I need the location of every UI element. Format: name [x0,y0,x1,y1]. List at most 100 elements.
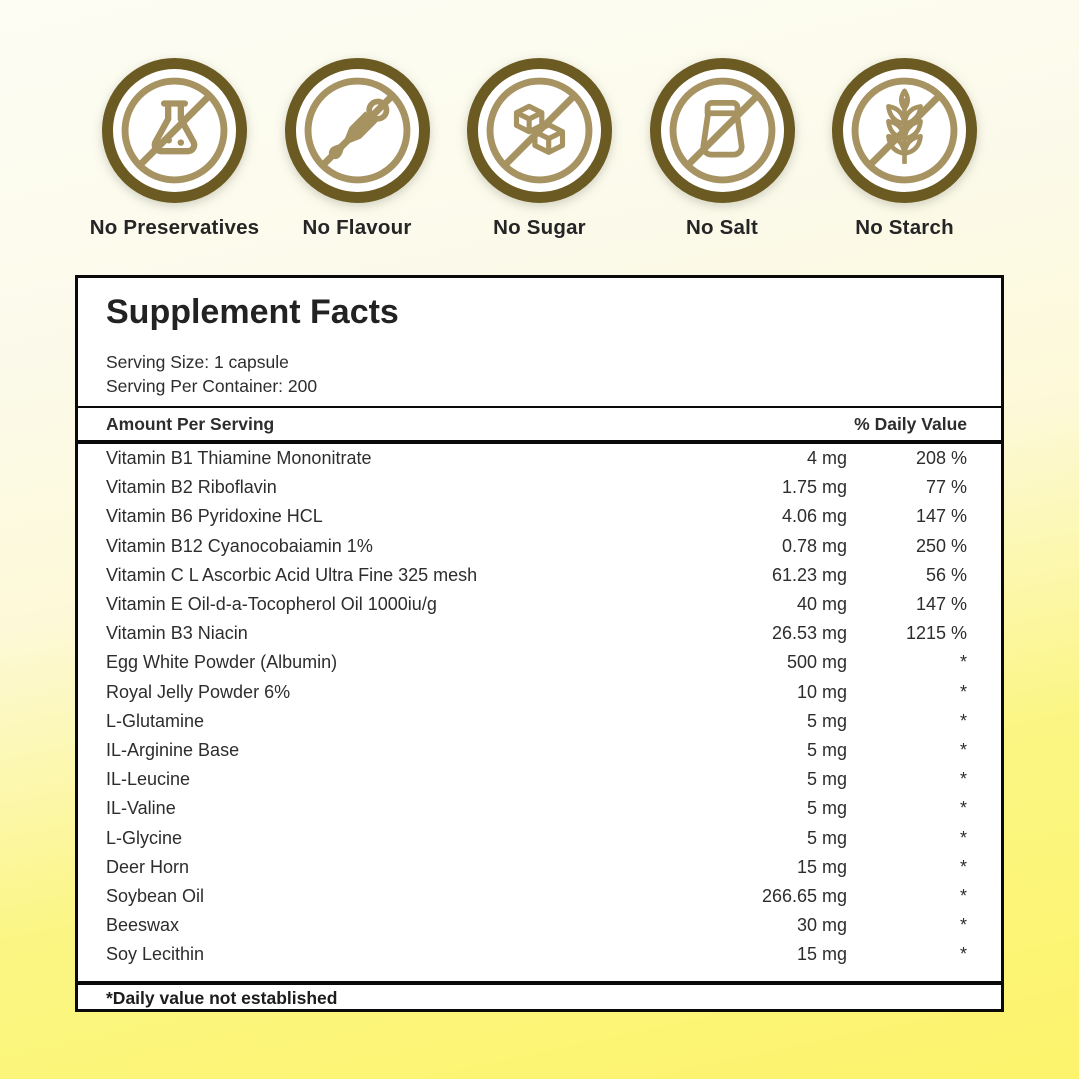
ingredient-name: IL-Valine [106,798,176,819]
ingredient-name: Vitamin C L Ascorbic Acid Ultra Fine 325… [106,564,478,585]
supplement-rows: Vitamin B1 Thiamine Mononitrate 4 mg 208 %… [78,444,1001,969]
table-row: Vitamin B3 Niacin 26.53 mg 1215 % [78,619,1001,648]
badge-no-salt: No Salt [631,58,813,240]
table-row: L-Glycine 5 mg * [78,823,1001,852]
ingredient-name: Vitamin B2 Riboflavin [106,477,277,498]
ingredient-name: Vitamin B3 Niacin [106,623,248,644]
table-row: Vitamin B12 Cyanocobaiamin 1% 0.78 mg 250 … [78,532,1001,561]
table-row: Royal Jelly Powder 6% 10 mg * [78,678,1001,707]
badge-label: No Preservatives [89,216,260,239]
table-row: Vitamin B1 Thiamine Mononitrate 4 mg 208 % [78,444,1001,473]
ingredient-daily-value: 147 % [915,594,967,615]
table-row: Vitamin B2 Riboflavin 1.75 mg 77 % [78,473,1001,502]
ingredient-amount: 61.23 mg [771,564,847,585]
table-row: Deer Horn 15 mg * [78,853,1001,882]
ingredient-amount: 4 mg [806,448,847,469]
table-row: Egg White Powder (Albumin) 500 mg * [78,648,1001,677]
wheat-icon [832,58,977,203]
ingredient-amount: 10 mg [796,681,847,702]
ingredient-daily-value: 208 % [915,448,967,469]
dropper-icon [284,58,430,203]
serving-size: Serving Size: 1 capsule [106,352,289,372]
ingredient-name: Egg White Powder (Albumin) [106,652,338,673]
table-row: Soybean Oil 266.65 mg * [78,882,1001,911]
ingredient-amount: 4.06 mg [781,506,847,527]
badge-no-preservatives: No Preservatives [84,58,266,240]
ingredient-amount: 5 mg [806,798,847,819]
ingredient-amount: 0.78 mg [781,535,847,556]
badge-label: No Salt [685,216,759,239]
badge-label: No Starch [855,216,954,239]
ingredient-amount: 5 mg [806,710,847,731]
ingredient-amount: 5 mg [806,769,847,790]
divider-thick-bottom [78,981,1001,986]
table-header: Amount Per Serving % Daily Value [78,408,1001,440]
panel-title: Supplement Facts [106,293,399,331]
ingredient-daily-value: * [959,827,967,848]
ingredient-amount: 500 mg [786,652,847,673]
table-row: IL-Leucine 5 mg * [78,765,1001,794]
sugar-cubes-icon [467,58,612,203]
ingredient-daily-value: * [959,652,967,673]
ingredient-daily-value: * [959,798,967,819]
ingredient-daily-value: * [959,944,967,965]
divider-thick-top [78,440,1001,444]
serving-per-container: Serving Per Container: 200 [106,376,318,396]
supplement-facts-panel: Supplement Facts Serving Size: 1 capsule… [75,275,1004,1012]
ingredient-daily-value: 250 % [915,535,967,556]
ingredient-daily-value: 77 % [925,477,967,498]
ingredient-amount: 30 mg [796,915,847,936]
ingredient-name: Vitamin B6 Pyridoxine HCL [106,506,323,527]
ingredient-name: Deer Horn [106,856,190,877]
ingredient-amount: 40 mg [796,594,847,615]
table-row: Soy Lecithin 15 mg * [78,940,1001,969]
table-row: Vitamin E Oil-d-a-Tocopherol Oil 1000iu/… [78,590,1001,619]
ingredient-name: Vitamin E Oil-d-a-Tocopherol Oil 1000iu/… [106,594,437,615]
ingredient-amount: 1.75 mg [781,477,847,498]
flask-icon [102,58,247,203]
table-row: L-Glutamine 5 mg * [78,707,1001,736]
divider-thin [78,406,1001,408]
ingredient-daily-value: * [959,915,967,936]
serving-info: Serving Size: 1 capsule Serving Per Cont… [106,350,973,398]
ingredient-name: Soy Lecithin [106,944,205,965]
ingredient-daily-value: * [959,739,967,760]
amount-per-serving-header: Amount Per Serving [106,413,275,434]
table-row: Vitamin C L Ascorbic Acid Ultra Fine 325… [78,561,1001,590]
ingredient-daily-value: 1215 % [905,623,967,644]
ingredient-amount: 5 mg [806,739,847,760]
badge-label: No Flavour [302,216,412,239]
ingredient-name: Vitamin B12 Cyanocobaiamin 1% [106,535,373,556]
ingredient-amount: 266.65 mg [761,885,847,906]
salt-shaker-icon [649,58,795,203]
ingredient-amount: 26.53 mg [771,623,847,644]
ingredient-daily-value: * [959,885,967,906]
ingredient-name: IL-Leucine [106,769,191,790]
ingredient-daily-value: * [959,710,967,731]
ingredient-daily-value: 147 % [915,506,967,527]
table-row: IL-Arginine Base 5 mg * [78,736,1001,765]
free-from-badges: No Preservatives No Flavour [84,58,996,240]
table-row: IL-Valine 5 mg * [78,794,1001,823]
ingredient-name: L-Glycine [106,827,183,848]
ingredient-daily-value: * [959,681,967,702]
ingredient-daily-value: * [959,856,967,877]
badge-no-sugar: No Sugar [449,58,631,240]
ingredient-name: Soybean Oil [106,885,205,906]
badge-no-flavour: No Flavour [266,58,448,240]
daily-value-header: % Daily Value [854,413,967,434]
ingredient-daily-value: 56 % [925,564,967,585]
ingredient-amount: 15 mg [796,856,847,877]
ingredient-name: L-Glutamine [106,710,205,731]
footnote: *Daily value not established [106,988,338,1009]
ingredient-daily-value: * [959,769,967,790]
badge-no-starch: No Starch [814,58,996,240]
ingredient-name: IL-Arginine Base [106,739,240,760]
ingredient-amount: 15 mg [796,944,847,965]
table-row: Vitamin B6 Pyridoxine HCL 4.06 mg 147 % [78,502,1001,531]
ingredient-name: Royal Jelly Powder 6% [106,681,291,702]
table-row: Beeswax 30 mg * [78,911,1001,940]
badge-label: No Sugar [493,216,586,239]
ingredient-name: Vitamin B1 Thiamine Mononitrate [106,448,372,469]
